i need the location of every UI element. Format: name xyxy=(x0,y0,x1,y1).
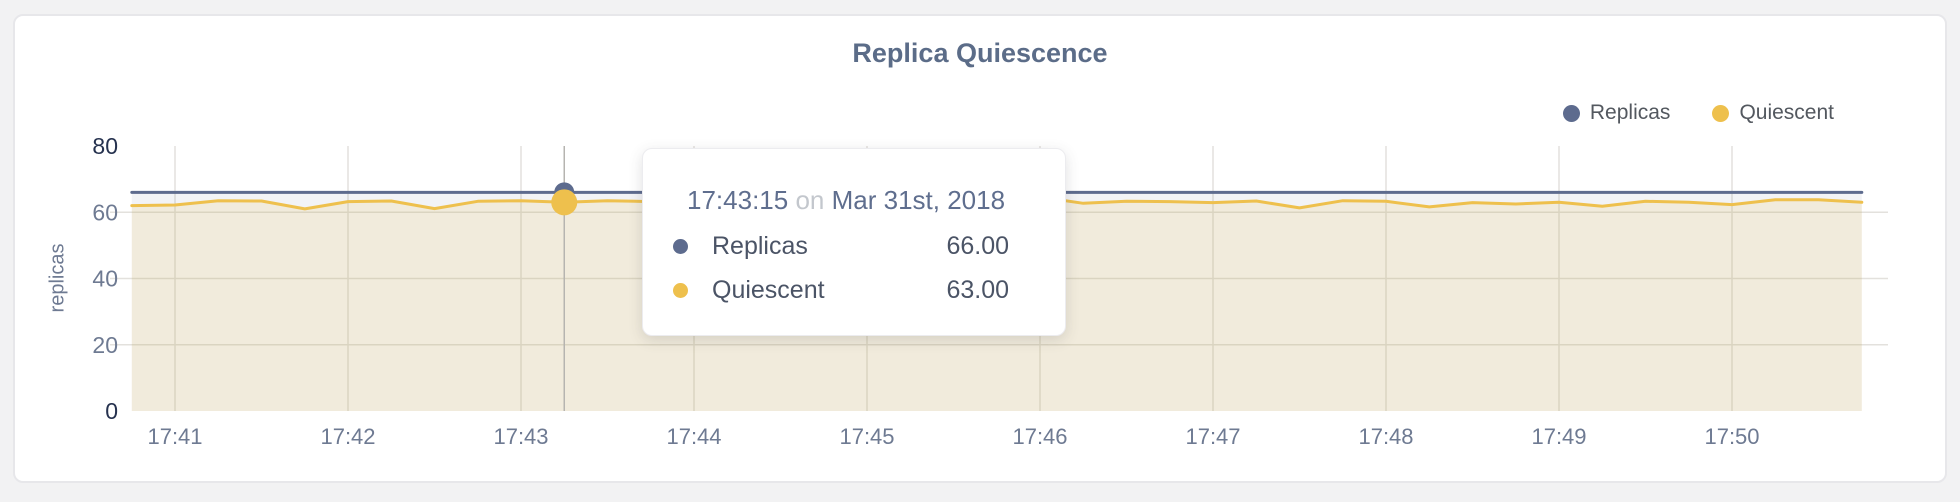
y-tick-label: 60 xyxy=(92,199,118,225)
x-tick-label: 17:46 xyxy=(1012,424,1067,449)
x-tick-label: 17:47 xyxy=(1185,424,1240,449)
tooltip-row-replicas: Replicas 66.00 xyxy=(673,224,1009,268)
y-axis-title: replicas xyxy=(46,243,69,313)
x-tick-label: 17:45 xyxy=(839,424,894,449)
legend-item-quiescent[interactable]: Quiescent xyxy=(1712,101,1834,125)
tooltip-header: 17:43:15 on Mar 31st, 2018 xyxy=(687,185,1009,216)
tooltip-time: 17:43:15 xyxy=(687,185,789,215)
x-tick-label: 17:41 xyxy=(147,424,202,449)
y-tick-label: 80 xyxy=(92,133,118,159)
tooltip-label-quiescent: Quiescent xyxy=(712,275,825,304)
x-tick-label: 17:42 xyxy=(320,424,375,449)
tooltip-conjunction: on xyxy=(795,185,825,215)
x-tick-label: 17:50 xyxy=(1704,424,1759,449)
tooltip-dot-replicas-icon xyxy=(673,238,688,254)
hover-tooltip: 17:43:15 on Mar 31st, 2018 Replicas 66.0… xyxy=(642,148,1066,336)
legend-label-quiescent: Quiescent xyxy=(1739,101,1834,124)
chart-title: Replica Quiescence xyxy=(852,38,1108,68)
x-tick-label: 17:48 xyxy=(1358,424,1413,449)
legend-dot-replicas-icon xyxy=(1562,104,1580,122)
legend-label-replicas: Replicas xyxy=(1589,101,1671,124)
x-tick-label: 17:44 xyxy=(666,424,721,449)
tooltip-value-quiescent: 63.00 xyxy=(946,275,1009,304)
legend: Replicas Quiescent xyxy=(1562,101,1834,125)
hover-dot-quiescent xyxy=(551,189,578,216)
tooltip-date: Mar 31st, 2018 xyxy=(831,185,1006,215)
y-tick-label: 20 xyxy=(92,332,118,358)
tooltip-label-replicas: Replicas xyxy=(712,231,808,260)
legend-dot-quiescent-icon xyxy=(1712,104,1730,122)
y-tick-label: 0 xyxy=(105,398,118,424)
tooltip-row-quiescent: Quiescent 63.00 xyxy=(673,268,1009,312)
legend-item-replicas[interactable]: Replicas xyxy=(1562,101,1671,125)
tooltip-dot-quiescent-icon xyxy=(673,282,688,298)
tooltip-value-replicas: 66.00 xyxy=(946,231,1009,260)
y-tick-label: 40 xyxy=(92,266,118,292)
x-tick-label: 17:49 xyxy=(1531,424,1586,449)
x-tick-label: 17:43 xyxy=(493,424,548,449)
